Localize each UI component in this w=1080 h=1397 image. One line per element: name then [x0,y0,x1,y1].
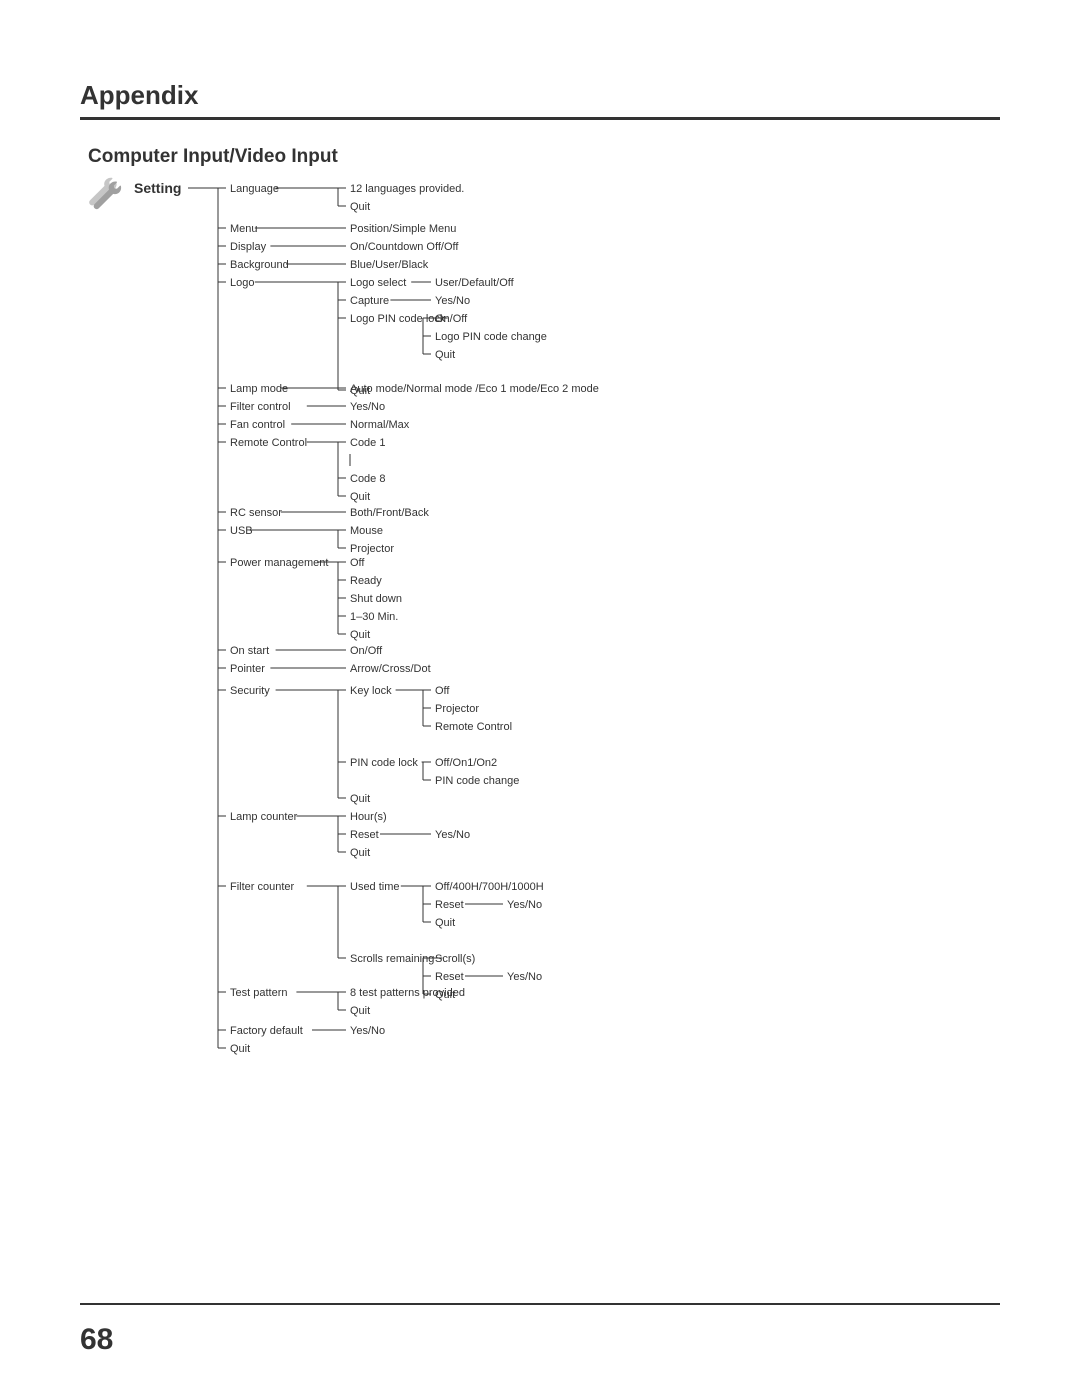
page-title: Appendix [80,80,1000,120]
svg-text:Normal/Max: Normal/Max [350,419,410,431]
svg-text:RC sensor: RC sensor [230,507,282,519]
svg-text:Auto mode/Normal mode /Eco 1 m: Auto mode/Normal mode /Eco 1 mode/Eco 2 … [350,383,599,395]
svg-text:Fan control: Fan control [230,419,285,431]
svg-text:Yes/No: Yes/No [350,401,385,413]
svg-text:Reset: Reset [435,971,464,983]
svg-text:1–30 Min.: 1–30 Min. [350,611,398,623]
svg-text:Filter counter: Filter counter [230,881,295,893]
section-title: Computer Input/Video Input [88,146,1000,168]
svg-text:Yes/No: Yes/No [507,899,542,911]
svg-text:Factory default: Factory default [230,1025,303,1037]
svg-text:Off: Off [350,557,365,569]
svg-text:On/Off: On/Off [435,313,468,325]
svg-text:Reset: Reset [435,899,464,911]
svg-text:On start: On start [230,645,269,657]
svg-text:Language: Language [230,183,279,195]
svg-text:Logo PIN code change: Logo PIN code change [435,331,547,343]
svg-text:Quit: Quit [350,201,370,213]
svg-text:Position/Simple Menu: Position/Simple Menu [350,223,456,235]
menu-tree: Setting Language12 languages provided.Qu… [88,180,1000,1080]
svg-text:Code 1: Code 1 [350,437,385,449]
svg-text:Blue/User/Black: Blue/User/Black [350,259,429,271]
svg-text:USB: USB [230,525,253,537]
svg-text:Yes/No: Yes/No [435,295,470,307]
svg-text:Logo: Logo [230,277,254,289]
svg-text:12 languages provided.: 12 languages provided. [350,183,464,195]
svg-text:On/Off: On/Off [350,645,383,657]
svg-text:Hour(s): Hour(s) [350,811,387,823]
svg-text:Quit: Quit [435,917,455,929]
svg-text:Logo select: Logo select [350,277,406,289]
svg-text:On/Countdown Off/Off: On/Countdown Off/Off [350,241,459,253]
svg-text:Menu: Menu [230,223,258,235]
svg-text:Background: Background [230,259,289,271]
svg-text:Projector: Projector [435,703,479,715]
svg-text:Yes/No: Yes/No [350,1025,385,1037]
svg-text:Display: Display [230,241,267,253]
svg-text:Lamp mode: Lamp mode [230,383,288,395]
svg-text:Test pattern: Test pattern [230,987,287,999]
svg-text:Quit: Quit [350,847,370,859]
svg-text:PIN code lock: PIN code lock [350,757,418,769]
svg-text:Both/Front/Back: Both/Front/Back [350,507,429,519]
svg-text:Key lock: Key lock [350,685,392,697]
svg-text:Scrolls remaining: Scrolls remaining [350,953,434,965]
svg-text:Scroll(s): Scroll(s) [435,953,475,965]
svg-text:Quit: Quit [350,629,370,641]
svg-text:Used time: Used time [350,881,400,893]
svg-text:Reset: Reset [350,829,379,841]
svg-text:Remote Control: Remote Control [435,721,512,733]
svg-text:Off: Off [435,685,450,697]
svg-text:8 test patterns provided: 8 test patterns provided [350,987,465,999]
svg-text:Quit: Quit [350,1005,370,1017]
footer-rule [80,1303,1000,1305]
tree-diagram: Language 12 languages provided. Quit Menu Po… [88,180,1008,1080]
svg-text:Quit: Quit [230,1043,250,1055]
svg-text:Mouse: Mouse [350,525,383,537]
svg-text:Logo PIN code lock: Logo PIN code lock [350,313,446,325]
svg-text:Shut down: Shut down [350,593,402,605]
svg-text:Off/400H/700H/1000H: Off/400H/700H/1000H [435,881,544,893]
svg-text:Yes/No: Yes/No [507,971,542,983]
svg-text:Lamp counter: Lamp counter [230,811,298,823]
svg-text:Yes/No: Yes/No [435,829,470,841]
svg-text:Quit: Quit [350,491,370,503]
svg-text:Code 8: Code 8 [350,473,385,485]
svg-text:Power management: Power management [230,557,328,569]
svg-text:Remote Control: Remote Control [230,437,307,449]
svg-text:Pointer: Pointer [230,663,265,675]
svg-text:Filter control: Filter control [230,401,291,413]
svg-text:Arrow/Cross/Dot: Arrow/Cross/Dot [350,663,431,675]
svg-text:Off/On1/On2: Off/On1/On2 [435,757,497,769]
page-number: 68 [80,1323,113,1357]
svg-text:Projector: Projector [350,543,394,555]
svg-text:Security: Security [230,685,270,697]
svg-text:Quit: Quit [435,349,455,361]
svg-text:Capture: Capture [350,295,389,307]
svg-text:User/Default/Off: User/Default/Off [435,277,515,289]
svg-text:PIN code change: PIN code change [435,775,519,787]
svg-text:Quit: Quit [350,793,370,805]
svg-text:Ready: Ready [350,575,382,587]
